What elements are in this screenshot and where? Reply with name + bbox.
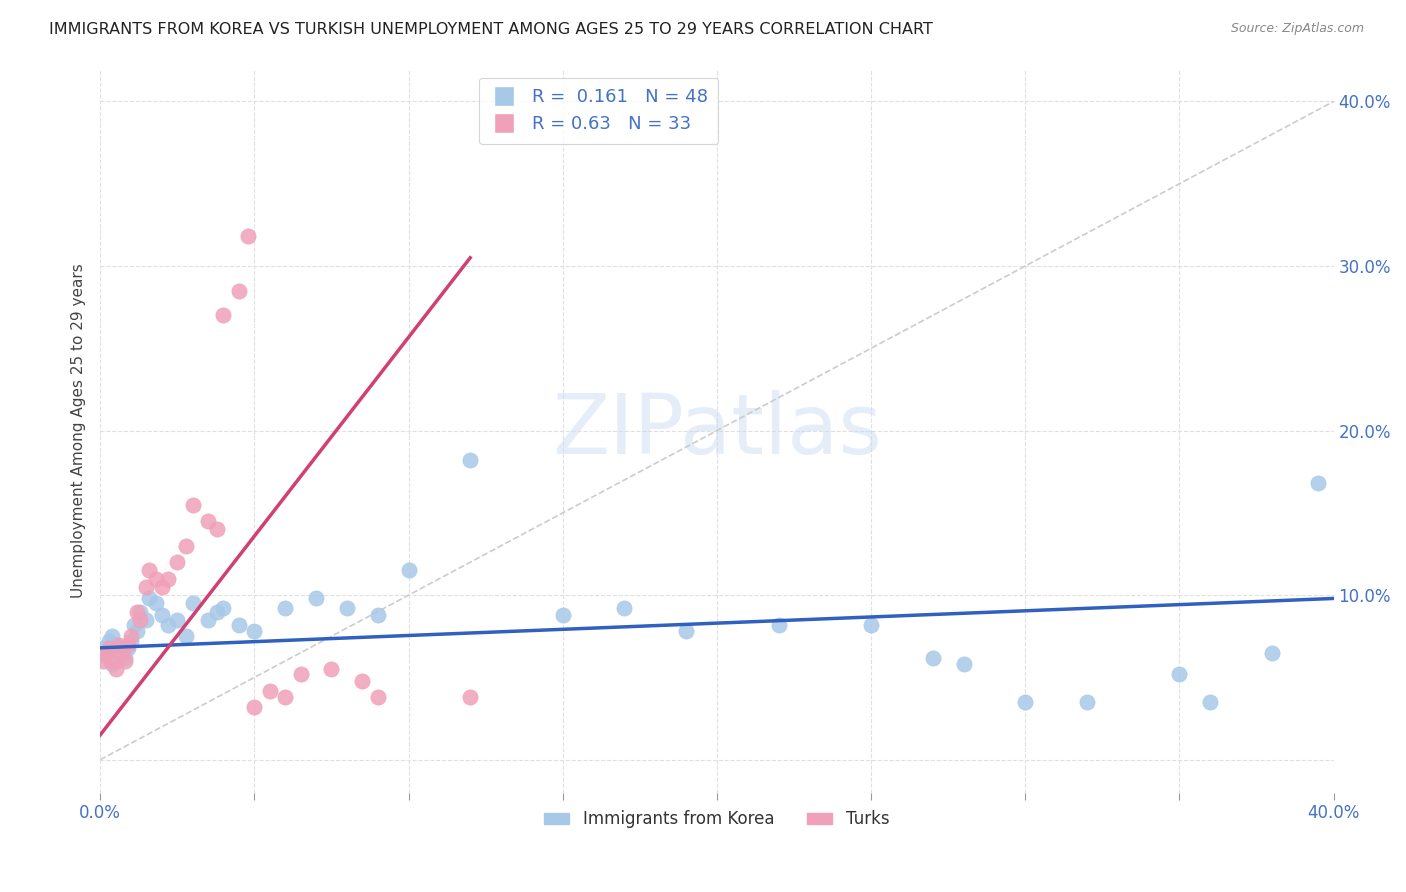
Point [675,624,697,639]
Point [101,657,124,672]
Point [176,539,198,553]
Point [107,646,129,660]
Point [117,640,139,655]
Point [336,601,359,615]
Point [129,605,152,619]
Point [111,646,134,660]
Point [243,624,266,639]
Point [197,613,219,627]
Point [104,662,127,676]
Point [176,629,198,643]
Point [274,690,297,705]
Point [1308,476,1330,491]
Text: IMMIGRANTS FROM KOREA VS TURKISH UNEMPLOYMENT AMONG AGES 25 TO 29 YEARS CORRELAT: IMMIGRANTS FROM KOREA VS TURKISH UNEMPLO… [49,22,934,37]
Point [96,648,118,663]
Point [138,564,160,578]
Point [207,522,229,536]
Point [952,657,974,672]
Point [138,591,160,606]
Point [181,498,204,512]
Legend: Immigrants from Korea, Turks: Immigrants from Korea, Turks [537,804,896,835]
Point [458,690,481,705]
Point [367,607,389,622]
Point [228,617,250,632]
Point [166,613,188,627]
Text: ZIPatlas: ZIPatlas [553,390,882,471]
Point [1261,646,1284,660]
Point [101,654,124,668]
Point [243,700,266,714]
Point [290,667,312,681]
Point [1076,695,1098,709]
Point [117,638,139,652]
Point [305,591,328,606]
Point [181,596,204,610]
Point [352,673,374,688]
Point [458,453,481,467]
Point [259,683,281,698]
Point [156,572,179,586]
Point [1168,667,1191,681]
Point [150,607,173,622]
Point [1014,695,1036,709]
Point [321,662,343,676]
Point [197,514,219,528]
Point [114,654,136,668]
Point [120,629,142,643]
Point [921,650,943,665]
Point [96,646,118,660]
Point [127,605,149,619]
Point [1199,695,1222,709]
Point [367,690,389,705]
Point [135,613,157,627]
Point [156,617,179,632]
Point [127,624,149,639]
Point [860,617,883,632]
Point [207,605,229,619]
Point [613,601,636,615]
Point [91,654,114,668]
Y-axis label: Unemployment Among Ages 25 to 29 years: Unemployment Among Ages 25 to 29 years [72,263,86,598]
Point [120,634,142,648]
Point [91,640,114,655]
Point [104,638,127,652]
Point [107,638,129,652]
Point [101,629,124,643]
Point [768,617,790,632]
Point [122,617,145,632]
Point [98,640,121,655]
Point [150,580,173,594]
Text: Source: ZipAtlas.com: Source: ZipAtlas.com [1230,22,1364,36]
Point [398,564,420,578]
Point [111,640,134,655]
Point [166,555,188,569]
Point [228,284,250,298]
Point [135,580,157,594]
Point [98,646,121,660]
Point [145,596,167,610]
Point [274,601,297,615]
Point [551,607,574,622]
Point [212,309,235,323]
Point [114,650,136,665]
Point [212,601,235,615]
Point [98,634,121,648]
Point [129,613,152,627]
Point [236,229,259,244]
Point [104,654,127,668]
Point [145,572,167,586]
